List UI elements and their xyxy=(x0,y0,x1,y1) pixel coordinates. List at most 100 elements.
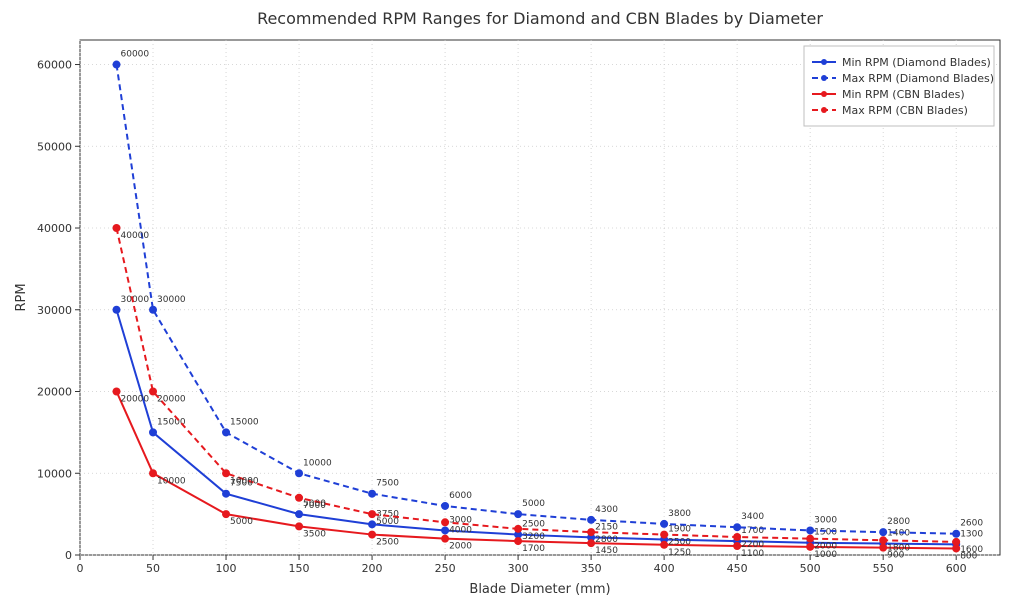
point-label: 5000 xyxy=(522,499,545,509)
point-label: 7500 xyxy=(376,479,399,489)
legend: Min RPM (Diamond Blades)Max RPM (Diamond… xyxy=(804,46,994,126)
tick-label-y: 10000 xyxy=(37,467,72,480)
y-axis-label: RPM xyxy=(14,283,29,311)
data-point xyxy=(113,388,121,396)
rpm-chart: 0501001502002503003504004505005506000100… xyxy=(0,0,1024,609)
point-label: 2800 xyxy=(595,535,618,545)
data-point xyxy=(113,306,121,314)
tick-label-y: 60000 xyxy=(37,59,72,72)
data-point xyxy=(149,428,157,436)
point-label: 30000 xyxy=(121,295,150,305)
tick-label-x: 250 xyxy=(435,562,456,575)
data-point xyxy=(441,502,449,510)
point-label: 3200 xyxy=(522,532,545,542)
data-point xyxy=(222,510,230,518)
point-label: 2600 xyxy=(960,519,983,529)
point-label: 4000 xyxy=(449,525,472,535)
point-label: 1900 xyxy=(668,524,691,534)
point-label: 20000 xyxy=(121,395,150,405)
point-label: 2000 xyxy=(449,542,472,552)
tick-label-x: 500 xyxy=(800,562,821,575)
data-point xyxy=(514,525,522,533)
point-label: 1100 xyxy=(741,549,764,559)
data-point xyxy=(295,522,303,530)
data-point xyxy=(441,526,449,534)
data-point xyxy=(660,541,668,549)
point-label: 15000 xyxy=(157,417,186,427)
data-point xyxy=(149,469,157,477)
tick-label-y: 50000 xyxy=(37,140,72,153)
tick-label-x: 400 xyxy=(654,562,675,575)
point-label: 60000 xyxy=(121,50,150,60)
data-point xyxy=(733,542,741,550)
data-point xyxy=(113,61,121,69)
legend-swatch-marker xyxy=(821,75,827,81)
data-point xyxy=(733,533,741,541)
data-point xyxy=(295,494,303,502)
data-point xyxy=(149,306,157,314)
point-label: 1450 xyxy=(595,546,618,556)
tick-label-x: 350 xyxy=(581,562,602,575)
point-label: 3000 xyxy=(449,515,472,525)
data-point xyxy=(733,523,741,531)
data-point xyxy=(806,526,814,534)
point-label: 1700 xyxy=(522,544,545,554)
point-label: 3400 xyxy=(741,512,764,522)
data-point xyxy=(222,428,230,436)
data-point xyxy=(806,535,814,543)
point-label: 10000 xyxy=(230,476,259,486)
point-label: 1400 xyxy=(887,529,910,539)
point-label: 6000 xyxy=(449,491,472,501)
point-label: 5000 xyxy=(376,517,399,527)
tick-label-x: 450 xyxy=(727,562,748,575)
data-point xyxy=(879,544,887,552)
point-label: 3000 xyxy=(814,515,837,525)
point-label: 2800 xyxy=(887,517,910,527)
point-label: 2150 xyxy=(595,522,618,532)
data-point xyxy=(587,528,595,536)
tick-label-x: 550 xyxy=(873,562,894,575)
point-label: 1500 xyxy=(814,528,837,538)
point-label: 5000 xyxy=(230,517,253,527)
point-label: 4300 xyxy=(595,505,618,515)
data-point xyxy=(806,543,814,551)
data-point xyxy=(295,469,303,477)
data-point xyxy=(295,510,303,518)
tick-label-x: 600 xyxy=(946,562,967,575)
data-point xyxy=(952,538,960,546)
data-point xyxy=(368,520,376,528)
tick-label-x: 50 xyxy=(146,562,160,575)
point-label: 3500 xyxy=(303,529,326,539)
data-point xyxy=(113,224,121,232)
data-point xyxy=(952,530,960,538)
data-point xyxy=(222,469,230,477)
point-label: 30000 xyxy=(157,295,186,305)
tick-label-x: 300 xyxy=(508,562,529,575)
data-point xyxy=(368,531,376,539)
point-label: 1300 xyxy=(960,529,983,539)
tick-label-y: 0 xyxy=(65,549,72,562)
legend-swatch-marker xyxy=(821,91,827,97)
tick-label-x: 150 xyxy=(289,562,310,575)
data-point xyxy=(368,510,376,518)
legend-swatch-marker xyxy=(821,107,827,113)
x-axis-label: Blade Diameter (mm) xyxy=(469,582,610,597)
legend-label: Max RPM (Diamond Blades) xyxy=(842,72,994,85)
data-point xyxy=(368,490,376,498)
data-point xyxy=(879,536,887,544)
tick-label-y: 40000 xyxy=(37,222,72,235)
point-label: 2000 xyxy=(814,542,837,552)
tick-label-y: 20000 xyxy=(37,386,72,399)
data-point xyxy=(441,518,449,526)
data-point xyxy=(587,539,595,547)
point-label: 7000 xyxy=(303,501,326,511)
data-point xyxy=(660,531,668,539)
data-point xyxy=(149,388,157,396)
point-label: 2200 xyxy=(741,540,764,550)
point-label: 2500 xyxy=(376,538,399,548)
point-label: 1250 xyxy=(668,548,691,558)
legend-swatch-marker xyxy=(821,59,827,65)
data-point xyxy=(514,537,522,545)
point-label: 1600 xyxy=(960,545,983,555)
data-point xyxy=(441,535,449,543)
